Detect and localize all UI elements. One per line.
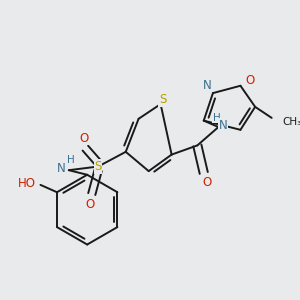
Text: O: O xyxy=(79,132,88,145)
Text: S: S xyxy=(159,93,166,106)
Text: N: N xyxy=(57,162,66,175)
Text: O: O xyxy=(203,176,212,189)
Text: O: O xyxy=(85,198,94,211)
Text: H: H xyxy=(213,113,220,123)
Text: H: H xyxy=(67,155,74,165)
Text: O: O xyxy=(245,74,254,87)
Text: N: N xyxy=(219,119,227,132)
Text: N: N xyxy=(203,79,212,92)
Text: S: S xyxy=(94,160,102,173)
Text: CH₃: CH₃ xyxy=(283,116,300,127)
Text: HO: HO xyxy=(18,176,36,190)
